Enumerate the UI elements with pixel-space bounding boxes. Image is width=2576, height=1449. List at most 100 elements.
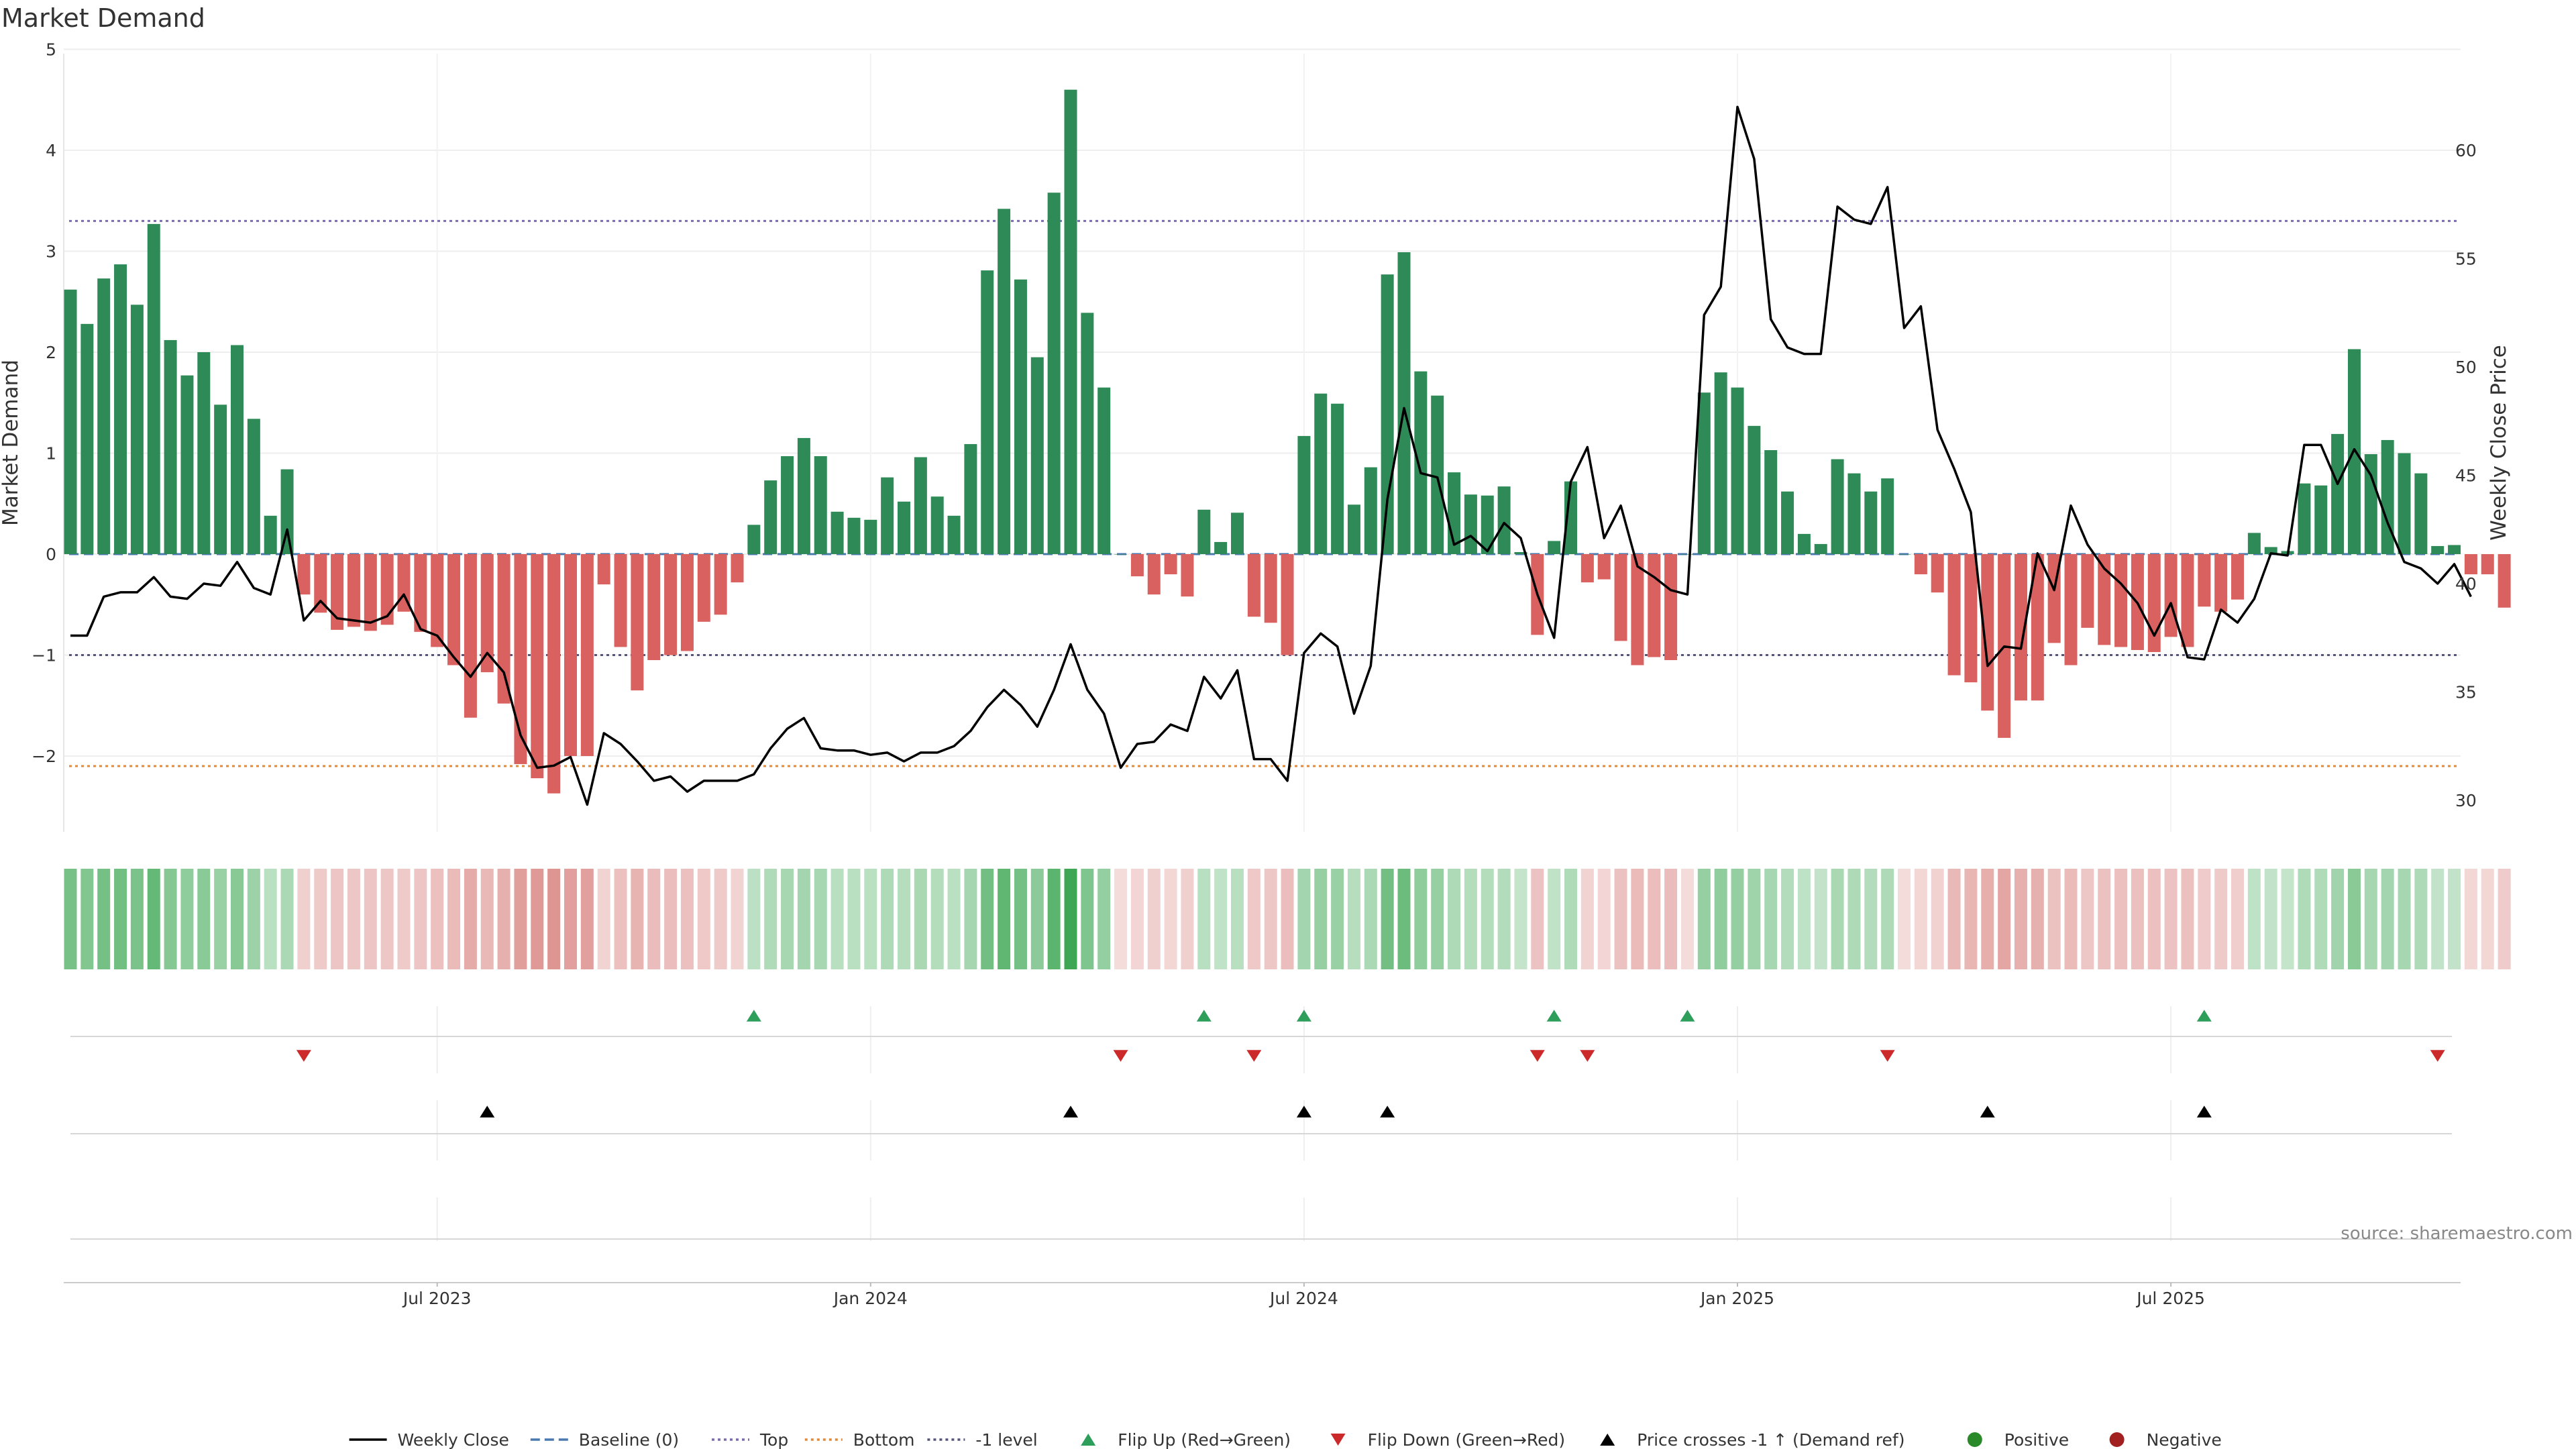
demand-bar: [847, 517, 861, 554]
price-cross-marker: [1063, 1106, 1078, 1118]
strip-cell: [2164, 869, 2178, 969]
strip-cell: [2347, 869, 2361, 969]
strip-cell: [1831, 869, 1844, 969]
strip-cell: [1648, 869, 1661, 969]
demand-bar: [1648, 554, 1661, 657]
demand-bar: [114, 264, 127, 554]
demand-bar: [2031, 554, 2044, 701]
demand-bar: [914, 457, 927, 554]
y-tick-label: 1: [46, 444, 56, 464]
demand-bar: [1831, 459, 1844, 554]
strip-cell: [2281, 869, 2294, 969]
strip-cell: [947, 869, 961, 969]
strip-cell: [998, 869, 1011, 969]
strip-cell: [1548, 869, 1561, 969]
strip-cell: [1714, 869, 1727, 969]
legend-item: Flip Down (Green→Red): [1330, 1430, 1565, 1449]
demand-bar: [2498, 554, 2511, 608]
demand-bar: [197, 352, 211, 554]
flip-down-marker: [1580, 1050, 1595, 1062]
demand-bar: [1364, 467, 1377, 554]
strip-cell: [747, 869, 761, 969]
flip-down-marker: [296, 1050, 311, 1062]
strip-cell: [697, 869, 710, 969]
strip-cell: [1914, 869, 1927, 969]
strip-cell: [2014, 869, 2027, 969]
strip-cell: [1130, 869, 1144, 969]
strip-cell: [1564, 869, 1577, 969]
demand-bar: [447, 554, 461, 665]
flip-down-marker: [1113, 1050, 1128, 1062]
demand-bar: [1047, 193, 1061, 555]
demand-bar: [1931, 554, 1944, 593]
demand-bar: [830, 511, 844, 554]
strip-cell: [147, 869, 160, 969]
demand-bar: [1580, 554, 1594, 583]
demand-bar: [2431, 545, 2445, 554]
strip-cell: [114, 869, 127, 969]
demand-bar: [1331, 403, 1344, 554]
flip-down-marker: [1529, 1050, 1545, 1062]
demand-bar: [2164, 554, 2178, 637]
strip-cell: [1047, 869, 1061, 969]
demand-bar: [280, 469, 294, 554]
strip-cell: [2098, 869, 2111, 969]
strip-cell: [1481, 869, 1494, 969]
strip-cell: [1347, 869, 1360, 969]
strip-cell: [2081, 869, 2094, 969]
legend-label: Positive: [2004, 1430, 2069, 1449]
strip-cell: [597, 869, 610, 969]
strip-cell: [1231, 869, 1244, 969]
legend: Weekly Close Baseline (0) Top Bottom -1 leve…: [349, 1430, 2222, 1449]
demand-bar: [1764, 449, 1778, 554]
strip-cell: [647, 869, 661, 969]
demand-bar: [2014, 554, 2027, 701]
demand-bar: [580, 554, 594, 756]
x-tick-label: Jul 2024: [1269, 1289, 1338, 1308]
strip-cell: [380, 869, 394, 969]
demand-bar: [2081, 554, 2094, 628]
price-cross-marker: [2196, 1106, 2212, 1118]
y2-tick-label: 60: [2455, 141, 2477, 160]
demand-bar: [2398, 453, 2411, 554]
demand-bar: [480, 554, 494, 673]
strip-cell: [2214, 869, 2228, 969]
price-cross-marker: [480, 1106, 495, 1118]
legend-item: -1 level: [927, 1430, 1038, 1449]
demand-bar: [214, 405, 227, 554]
demand-bar: [1631, 554, 1644, 665]
demand-bar: [1981, 554, 1994, 711]
strip-cell: [180, 869, 194, 969]
demand-bar: [1614, 554, 1627, 641]
demand-bar: [631, 554, 644, 691]
flip-down-marker: [1880, 1050, 1895, 1062]
demand-bar: [2298, 483, 2311, 554]
legend-item: Baseline (0): [530, 1430, 679, 1449]
strip-cell: [1680, 869, 1694, 969]
strip-cell: [364, 869, 377, 969]
weekly-close-line: [70, 105, 2472, 806]
strip-cell: [864, 869, 877, 969]
flip-markers-panel: [70, 1010, 2452, 1062]
strip-cell: [2064, 869, 2078, 969]
strip-cell: [2198, 869, 2211, 969]
strip-cell: [1197, 869, 1211, 969]
strip-cell: [447, 869, 461, 969]
strip-cell: [981, 869, 994, 969]
strip-cell: [1331, 869, 1344, 969]
strip-cell: [1147, 869, 1161, 969]
gridlines: [63, 48, 2461, 1241]
demand-bars: [64, 89, 2511, 794]
y2-tick-label: 45: [2455, 466, 2477, 486]
strip-cell: [1531, 869, 1544, 969]
flip-up-marker: [1680, 1010, 1695, 1022]
flip-up-marker: [1196, 1010, 1212, 1022]
y-tick-label: 0: [46, 545, 56, 564]
demand-bar: [97, 278, 111, 554]
strip-cell: [1214, 869, 1228, 969]
demand-bar: [2181, 554, 2194, 647]
demand-bar: [531, 554, 544, 779]
x-tick-label: Jan 2024: [833, 1289, 908, 1308]
demand-bar: [564, 554, 577, 756]
strip-cell: [397, 869, 411, 969]
